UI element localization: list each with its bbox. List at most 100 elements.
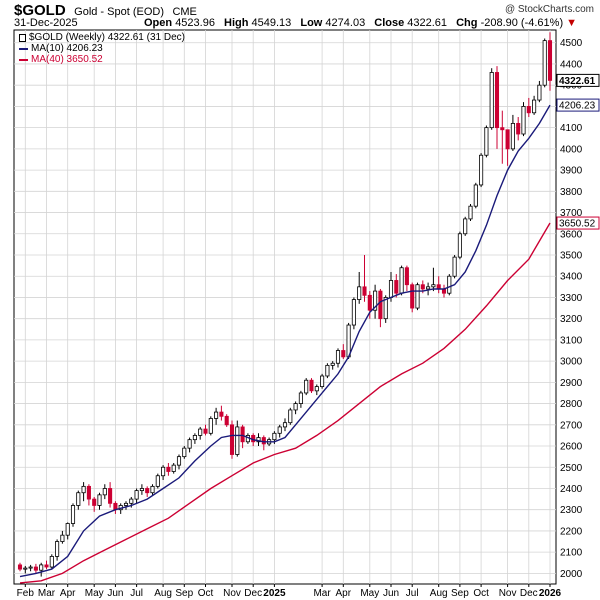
x-tick-label: 2026 [539, 588, 562, 599]
candle-body [293, 403, 298, 411]
high-value: 4549.13 [251, 17, 292, 29]
candle-body [304, 379, 309, 394]
x-tick-label: Oct [198, 588, 214, 599]
candle-body [367, 294, 372, 311]
y-tick-label: 3700 [560, 208, 583, 219]
candle-body [320, 375, 325, 387]
ma10-line [19, 104, 551, 578]
candle-body [108, 488, 113, 504]
candle-body [447, 275, 452, 294]
y-tick-label: 2400 [560, 484, 583, 495]
candle-body [224, 415, 229, 426]
candle-body [277, 426, 282, 434]
open-value: 4523.96 [175, 17, 215, 29]
change-label: Chg [456, 17, 478, 29]
ma40-line [19, 222, 551, 584]
y-tick-label: 2700 [560, 420, 583, 431]
candle-body [49, 556, 54, 568]
candle-body [23, 567, 28, 570]
chart-date: 31-Dec-2025 [14, 17, 78, 29]
candle-body [335, 350, 341, 364]
x-tick-label: Aug [154, 588, 172, 599]
candle-body [473, 184, 478, 207]
candle-body [214, 411, 219, 419]
x-tick-label: Apr [336, 588, 352, 599]
candle-body [161, 466, 166, 477]
x-tick-label: Nov [499, 588, 517, 599]
candle-body [394, 280, 399, 294]
legend-label-ma10: MA(10) 4206.23 [31, 43, 103, 54]
y-tick-label: 4100 [560, 123, 583, 134]
exchange: CME [172, 6, 197, 18]
candle-body [171, 464, 176, 472]
x-tick-label: 2025 [263, 588, 286, 599]
candle-body [420, 284, 425, 290]
stockcharts-credit[interactable]: @ StockCharts.com [504, 4, 594, 15]
y-tick-label: 2800 [560, 399, 583, 410]
x-tick-label: Jun [107, 588, 123, 599]
candle-body [261, 437, 266, 445]
y-tick-label: 4500 [560, 38, 583, 49]
candle-body [479, 154, 484, 186]
candle-body [288, 409, 293, 424]
candle-body [325, 364, 330, 377]
candle-body [60, 534, 65, 542]
candle-body [468, 205, 473, 220]
candle-body [309, 379, 314, 392]
candle-body [282, 422, 288, 428]
candle-body [330, 362, 335, 366]
candle-body [404, 267, 409, 286]
candle-body [198, 428, 203, 436]
candle-body [65, 523, 70, 536]
y-tick-label: 2600 [560, 442, 583, 453]
low-value: 4274.03 [325, 17, 366, 29]
open-label: Open [144, 17, 173, 29]
legend-item-ma40: MA(40) 3650.52 [19, 54, 185, 65]
candle-body [219, 411, 224, 417]
ma40-swatch-icon [19, 58, 28, 61]
candle-body [70, 505, 76, 524]
chart-header: $GOLD Gold - Spot (EOD) CME @ StockChart… [0, 0, 600, 30]
candle-body [102, 488, 107, 496]
candle-body [500, 127, 505, 131]
candle-body [341, 350, 346, 358]
y-tick-label: 2200 [560, 526, 583, 537]
candle-body [272, 432, 277, 441]
candle-body [145, 488, 150, 494]
candle-body [187, 439, 192, 449]
candle-body [516, 122, 521, 135]
candle-body [139, 488, 144, 492]
candle-body [463, 218, 468, 235]
candle-body [150, 485, 155, 494]
candle-body [33, 566, 38, 571]
candle-body [298, 392, 303, 404]
y-tick-label: 4000 [560, 144, 583, 155]
candle-body [457, 233, 462, 258]
ohlc-readout: Open 4523.96 High 4549.13 Low 4274.03 Cl… [144, 17, 577, 29]
y-tick-label: 2100 [560, 548, 583, 559]
x-tick-label: Oct [473, 588, 489, 599]
candle-body [484, 127, 489, 156]
y-tick-label: 4400 [560, 59, 583, 70]
candle-body [426, 286, 431, 290]
y-tick-label: 3000 [560, 357, 583, 368]
ma10-swatch-icon [19, 47, 28, 50]
candle-body [526, 106, 531, 114]
candle-body [373, 290, 378, 311]
x-tick-label: Nov [223, 588, 241, 599]
x-tick-label: Apr [60, 588, 76, 599]
candle-body [203, 428, 208, 434]
candle-body [123, 502, 129, 506]
x-tick-label: Dec [244, 588, 262, 599]
candle-body [351, 299, 356, 326]
high-label: High [224, 17, 249, 29]
candle-body [510, 122, 515, 150]
candle-body [431, 284, 436, 288]
candle-body [256, 437, 261, 443]
x-tick-label: Jul [130, 588, 143, 599]
candle-body [547, 40, 553, 81]
chart-legend: $GOLD (Weekly) 4322.61 (31 Dec) MA(10) 4… [19, 32, 185, 65]
candle-body [415, 284, 420, 309]
candle-body [314, 386, 319, 392]
